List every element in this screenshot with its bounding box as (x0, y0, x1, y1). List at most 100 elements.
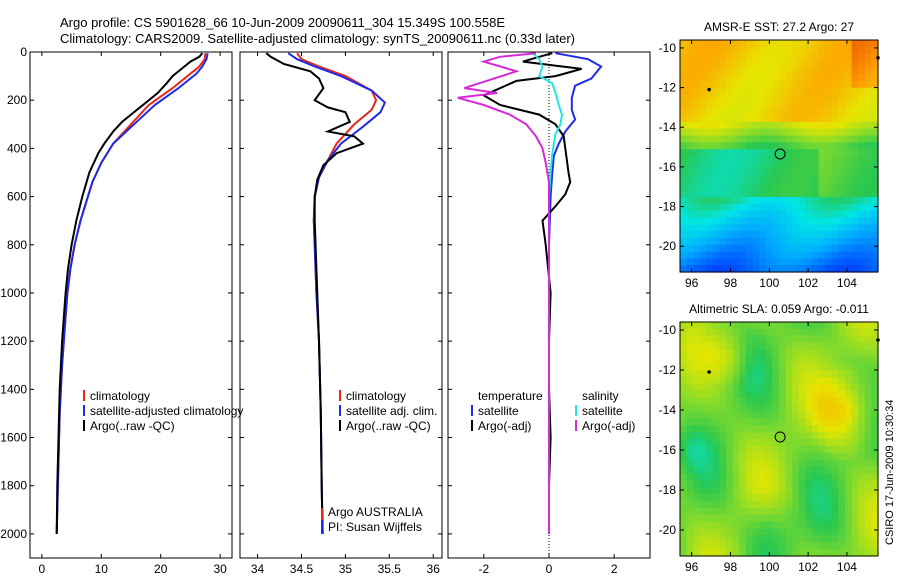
sla-heatmap-cell (818, 322, 826, 330)
sst-heatmap-cell (752, 149, 760, 157)
sst-heatmap-cell (812, 53, 820, 62)
sla-heatmap-cell (798, 487, 806, 495)
sla-heatmap-cell (713, 528, 721, 536)
sla-heatmap-cell (680, 459, 688, 468)
sla-heatmap-cell (864, 370, 872, 378)
sst-heatmap-cell (719, 101, 727, 109)
sst-heatmap-cell (779, 162, 787, 171)
sst-heatmap-cell (759, 169, 767, 178)
sla-heatmap-cell (693, 480, 701, 488)
difference-xtick-label: 0 (546, 562, 553, 576)
sst-heatmap-cell (686, 108, 694, 116)
sst-heatmap-cell (871, 53, 879, 62)
sst-heatmap-cell (845, 203, 853, 212)
sst-heatmap-cell (759, 142, 767, 150)
sst-heatmap-cell (680, 149, 688, 157)
sst-heatmap-cell (732, 87, 740, 96)
sla-heatmap-cell (871, 383, 879, 392)
sla-heatmap-cell (686, 473, 694, 481)
sla-heatmap-cell (864, 425, 872, 433)
sst-heatmap-cell (752, 46, 760, 55)
sla-heatmap-cell (858, 328, 866, 337)
sla-heatmap-cell (680, 342, 688, 351)
sst-heatmap-cell (772, 176, 780, 184)
sst-heatmap-cell (858, 190, 866, 198)
sst-heatmap-cell (825, 210, 833, 219)
sla-heatmap-cell (680, 494, 688, 502)
sst-heatmap-cell (772, 210, 780, 219)
sst-heatmap-cell (838, 128, 846, 137)
sst-heatmap-cell (785, 237, 793, 246)
sst-heatmap-cell (779, 67, 787, 75)
sst-heatmap-cell (785, 169, 793, 178)
sst-heatmap-cell (765, 251, 773, 259)
sla-heatmap-cell (812, 390, 820, 399)
sst-heatmap-cell (805, 53, 813, 62)
sst-heatmap-cell (759, 135, 767, 143)
sst-heatmap-cell (686, 203, 694, 212)
sla-heatmap-cell (779, 542, 787, 550)
sla-heatmap-cell (792, 397, 800, 406)
sla-heatmap-cell (746, 473, 754, 481)
sla-heatmap-cell (706, 363, 714, 371)
sla-heatmap-cell (699, 322, 707, 330)
sst-heatmap-cell (871, 67, 879, 75)
difference-xtick-label: -2 (479, 562, 490, 576)
sla-heatmap-cell (699, 500, 707, 509)
sla-heatmap-cell (812, 328, 820, 337)
sst-heatmap-cell (680, 115, 688, 123)
institution-annotation: Argo AUSTRALIA (328, 505, 423, 519)
sst-heatmap-cell (798, 231, 806, 239)
sla-heatmap-cell (686, 480, 694, 488)
sst-heatmap-cell (812, 217, 820, 225)
sla-heatmap-cell (851, 377, 859, 385)
sst-heatmap-cell (831, 203, 839, 212)
sst-heatmap-cell (851, 196, 859, 205)
sst-heatmap-cell (805, 128, 813, 137)
sla-heatmap-cell (680, 390, 688, 399)
sst-heatmap-cell (779, 40, 787, 48)
sst-heatmap-cell (719, 196, 727, 205)
sla-heatmap-cell (851, 549, 859, 557)
sla-heatmap-cell (746, 494, 754, 502)
sst-heatmap-cell (779, 217, 787, 225)
salinity-series-black-line (265, 52, 365, 534)
sst-heatmap-cell (831, 224, 839, 232)
sla-heatmap-cell (871, 500, 879, 509)
sla-heatmap-cell (871, 487, 879, 495)
sst-heatmap-cell (686, 237, 694, 246)
sla-heatmap-cell (825, 356, 833, 364)
sla-heatmap-cell (772, 390, 780, 399)
sst-heatmap-cell (825, 108, 833, 116)
sst-heatmap-cell (831, 60, 839, 68)
sst-heatmap-cell (864, 251, 872, 259)
sst-heatmap-cell (699, 60, 707, 68)
sla-heatmap-cell (864, 363, 872, 371)
sla-heatmap-cell (746, 363, 754, 371)
sla-heatmap-cell (739, 535, 747, 543)
sla-heatmap-cell (825, 335, 833, 344)
sla-heatmap-cell (845, 397, 853, 406)
sst-heatmap-cell (713, 80, 721, 89)
sst-heatmap-cell (699, 169, 707, 178)
sst-heatmap-cell (699, 190, 707, 198)
sst-heatmap-cell (779, 169, 787, 178)
sst-heatmap-cell (719, 40, 727, 48)
sst-heatmap-cell (792, 101, 800, 109)
sst-heatmap-cell (732, 80, 740, 89)
sla-heatmap-cell (812, 335, 820, 344)
sla-heatmap-cell (831, 439, 839, 447)
sst-heatmap-cell (680, 169, 688, 178)
sla-heatmap-cell (752, 459, 760, 468)
sla-heatmap-cell (792, 328, 800, 337)
sla-heatmap-cell (851, 514, 859, 523)
sla-heatmap-cell (858, 514, 866, 523)
sst-heatmap-cell (686, 101, 694, 109)
sla-heatmap-cell (851, 432, 859, 440)
sst-heatmap-cell (831, 251, 839, 259)
sst-map-title: AMSR-E SST: 27.2 Argo: 27 (704, 20, 854, 34)
sst-heatmap-cell (845, 101, 853, 109)
sla-heatmap-cell (779, 349, 787, 358)
sla-heatmap-cell (732, 404, 740, 413)
sst-heatmap-cell (864, 128, 872, 137)
